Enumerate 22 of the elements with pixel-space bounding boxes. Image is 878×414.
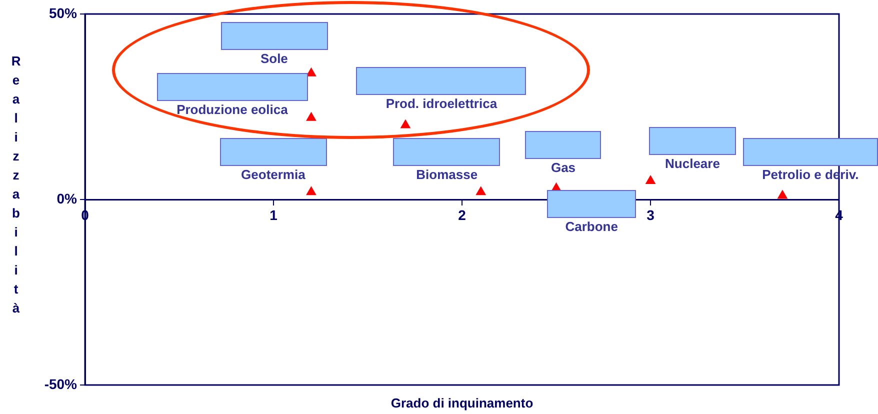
text: Realizzabilità [11,54,21,316]
point [400,120,410,128]
x-tick-label: 1 [270,206,278,223]
annotation: Prod. idroelettrica [384,96,498,112]
annotation: Sole [259,51,289,66]
x-tick-label: 3 [646,206,655,223]
point [646,175,656,184]
annotation: Geotermia [240,167,306,182]
point [476,186,486,196]
annotation: Produzione eolica [176,102,289,117]
point [306,186,316,196]
annotation: Nucleare [665,156,720,171]
annotation: Gas [550,160,576,176]
y-tick-label: 0% [56,190,78,206]
y-tick-label: 50% [48,4,78,21]
annotation: Carbone [565,218,618,234]
x-axis-title: Grado di inquinamento [390,396,534,411]
annotation: Biomasse [415,167,479,182]
y-tick-label: -50% [44,376,78,392]
point [778,190,788,199]
point [306,112,316,121]
x-tick-label: 2 [458,206,466,223]
